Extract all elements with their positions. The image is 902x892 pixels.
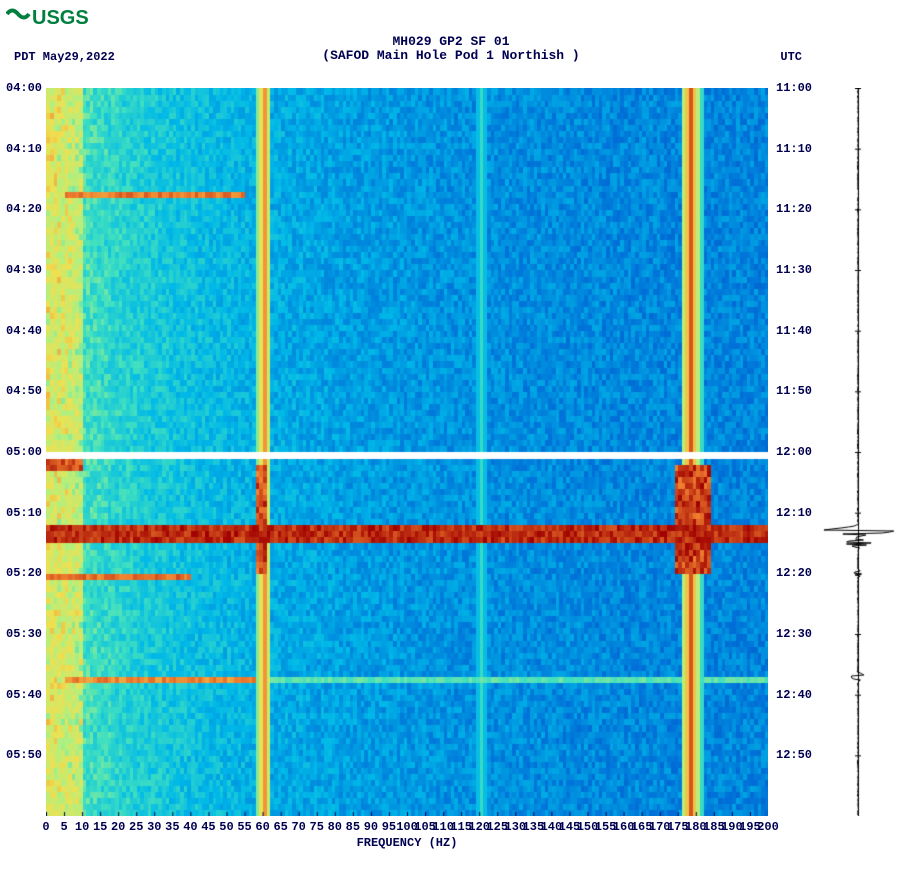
title-line2: (SAFOD Main Hole Pod 1 Northish )	[0, 49, 902, 63]
waveform-panel	[820, 88, 896, 816]
x-tick: 200	[757, 820, 779, 834]
spectrogram-plot	[46, 88, 768, 816]
x-tick: 45	[201, 820, 215, 834]
y-right-tick: 12:50	[776, 748, 812, 762]
y-axis-right-utc: 11:0011:1011:2011:3011:4011:5012:0012:10…	[776, 88, 816, 816]
y-left-tick: 05:10	[6, 506, 42, 520]
header-right-label: UTC	[780, 50, 802, 64]
y-right-tick: 12:30	[776, 627, 812, 641]
y-left-tick: 04:20	[6, 202, 42, 216]
y-right-tick: 11:00	[776, 81, 812, 95]
x-tick: 60	[255, 820, 269, 834]
y-right-tick: 11:40	[776, 324, 812, 338]
x-tick: 5	[60, 820, 67, 834]
y-right-tick: 11:30	[776, 263, 812, 277]
y-right-tick: 12:10	[776, 506, 812, 520]
y-right-tick: 12:40	[776, 688, 812, 702]
y-right-tick: 12:00	[776, 445, 812, 459]
x-axis-title: FREQUENCY (HZ)	[46, 836, 768, 850]
x-tick: 70	[291, 820, 305, 834]
spectrogram-canvas	[46, 88, 768, 816]
y-left-tick: 04:30	[6, 263, 42, 277]
x-axis-frequency: 0510152025303540455055606570758085909510…	[46, 820, 768, 834]
x-tick: 80	[328, 820, 342, 834]
usgs-logo: USGS	[6, 4, 94, 30]
y-right-tick: 11:20	[776, 202, 812, 216]
y-left-tick: 05:40	[6, 688, 42, 702]
x-tick: 65	[273, 820, 287, 834]
waveform-canvas	[820, 88, 896, 816]
y-right-tick: 11:50	[776, 384, 812, 398]
x-tick: 95	[382, 820, 396, 834]
y-left-tick: 04:00	[6, 81, 42, 95]
x-tick: 15	[93, 820, 107, 834]
header-left-label: PDT May29,2022	[14, 50, 115, 64]
x-tick: 75	[310, 820, 324, 834]
y-left-tick: 05:00	[6, 445, 42, 459]
x-tick: 90	[364, 820, 378, 834]
y-left-tick: 04:50	[6, 384, 42, 398]
y-axis-left-pdt: 04:0004:1004:2004:3004:4004:5005:0005:10…	[6, 88, 44, 816]
y-left-tick: 05:20	[6, 566, 42, 580]
x-tick: 50	[219, 820, 233, 834]
x-tick: 55	[237, 820, 251, 834]
x-tick: 35	[165, 820, 179, 834]
y-left-tick: 05:30	[6, 627, 42, 641]
x-tick: 20	[111, 820, 125, 834]
x-tick: 25	[129, 820, 143, 834]
x-tick: 85	[346, 820, 360, 834]
y-left-tick: 05:50	[6, 748, 42, 762]
x-tick: 40	[183, 820, 197, 834]
y-left-tick: 04:40	[6, 324, 42, 338]
x-tick: 30	[147, 820, 161, 834]
x-tick: 0	[42, 820, 49, 834]
svg-text:USGS: USGS	[32, 7, 89, 29]
header: MH029 GP2 SF 01 (SAFOD Main Hole Pod 1 N…	[0, 35, 902, 63]
x-tick: 10	[75, 820, 89, 834]
y-left-tick: 04:10	[6, 142, 42, 156]
title-line1: MH029 GP2 SF 01	[0, 35, 902, 49]
y-right-tick: 12:20	[776, 566, 812, 580]
y-right-tick: 11:10	[776, 142, 812, 156]
